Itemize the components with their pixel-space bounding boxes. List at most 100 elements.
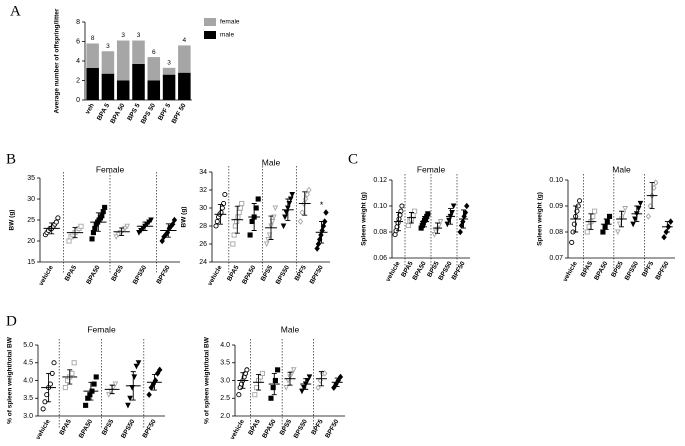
- data-point: [239, 200, 245, 207]
- error-bar: [334, 377, 340, 387]
- data-point: [302, 195, 309, 203]
- data-point: [71, 360, 77, 366]
- data-point: [100, 209, 106, 215]
- data-point: [102, 204, 108, 210]
- bar-annotation: 6: [152, 49, 156, 56]
- x-tick-label: BPF 5: [157, 102, 172, 122]
- error-bar: [649, 182, 655, 210]
- data-point: [170, 220, 176, 228]
- error-bar: [88, 381, 94, 401]
- panel-label: B: [6, 151, 16, 167]
- x-tick-label: BPS5: [279, 418, 294, 437]
- data-point: [275, 367, 281, 373]
- data-point: [457, 228, 463, 236]
- data-point: [318, 231, 324, 239]
- data-point: [446, 217, 452, 224]
- data-point: [584, 229, 590, 235]
- data-point: [148, 217, 154, 224]
- y-axis-label: Spleen weight (g): [537, 192, 544, 246]
- x-tick-label: BPF50: [324, 418, 340, 439]
- error-bar: [573, 205, 579, 233]
- y-tick-label: 30: [199, 205, 207, 212]
- y-tick-label: 4.5: [23, 360, 33, 367]
- data-point: [569, 239, 575, 245]
- data-point: [592, 208, 598, 214]
- y-tick-label: 20: [27, 238, 35, 245]
- data-point: [230, 241, 236, 247]
- error-bar: [72, 227, 78, 239]
- x-tick-label: BPF5: [294, 264, 309, 282]
- data-point: [620, 211, 627, 217]
- data-point: [270, 385, 276, 391]
- panel-label: D: [6, 313, 17, 329]
- bar-segment: [162, 67, 176, 75]
- y-tick-label: 4.0: [220, 342, 230, 349]
- data-point: [99, 213, 105, 219]
- error-bar: [165, 223, 171, 238]
- error-bar: [130, 371, 136, 401]
- legend-label: female: [220, 19, 240, 26]
- data-point: [159, 237, 165, 245]
- error-bar: [302, 191, 308, 216]
- x-tick-label: BPA50: [241, 264, 257, 286]
- chart-title: Male: [262, 157, 281, 167]
- error-bar: [396, 212, 401, 232]
- y-axis-label: Spleen weight (g): [361, 192, 368, 246]
- y-axis-label: % of spleen weight/total BW: [7, 336, 14, 424]
- x-tick-label: vehicle: [562, 260, 579, 283]
- data-point: [322, 370, 328, 377]
- x-tick-label: BPS5: [110, 264, 125, 283]
- error-bar: [251, 203, 257, 231]
- error-bar: [287, 371, 293, 386]
- bar-segment: [86, 43, 99, 68]
- x-tick-label: BPS 50: [140, 102, 157, 125]
- data-point: [93, 374, 99, 380]
- x-tick-label: BPS50: [293, 418, 310, 440]
- error-bar: [95, 212, 101, 232]
- data-point: [577, 198, 583, 204]
- x-tick-label: BPF 50: [170, 102, 187, 125]
- data-point: [247, 232, 253, 238]
- error-bar: [603, 218, 609, 230]
- data-point: [235, 214, 241, 220]
- data-point: [653, 179, 659, 186]
- data-point: [92, 225, 98, 231]
- error-bar: [664, 221, 670, 233]
- data-point: [315, 384, 321, 391]
- data-point: [259, 370, 265, 376]
- data-point: [301, 385, 307, 391]
- x-tick-label: vehicle: [385, 260, 402, 283]
- x-tick-label: BPA 5: [96, 102, 111, 122]
- x-tick-label: vehicle: [229, 418, 246, 441]
- x-tick-label: BPA5: [64, 264, 79, 282]
- x-tick-label: BPA 50: [109, 102, 126, 125]
- error-bar: [319, 221, 325, 244]
- data-point: [125, 402, 131, 409]
- x-tick-label: BPS50: [624, 260, 641, 282]
- error-bar: [46, 372, 52, 403]
- y-tick-label: 6: [76, 38, 80, 45]
- x-tick-label: BPS50: [120, 418, 137, 440]
- data-point: [62, 385, 68, 391]
- data-point: [622, 206, 628, 212]
- chart-title: Male: [612, 164, 631, 174]
- error-bar: [109, 384, 115, 395]
- chart-title: Female: [87, 324, 116, 334]
- data-point: [319, 227, 325, 234]
- data-point: [127, 395, 133, 402]
- data-point: [133, 363, 140, 370]
- data-point: [436, 222, 442, 229]
- data-point: [283, 385, 290, 391]
- data-point: [214, 218, 220, 225]
- x-tick-label: BPF5: [310, 418, 325, 436]
- y-tick-label: 0.10: [373, 203, 387, 210]
- y-tick-label: 15: [27, 259, 35, 266]
- data-point: [615, 229, 621, 236]
- y-tick-label: 0.07: [549, 255, 563, 262]
- data-point: [616, 221, 623, 228]
- bar-annotation: 3: [167, 60, 171, 67]
- x-tick-label: vehicle: [35, 418, 52, 441]
- data-point: [252, 392, 258, 398]
- error-bar: [268, 215, 274, 240]
- data-point: [83, 402, 89, 408]
